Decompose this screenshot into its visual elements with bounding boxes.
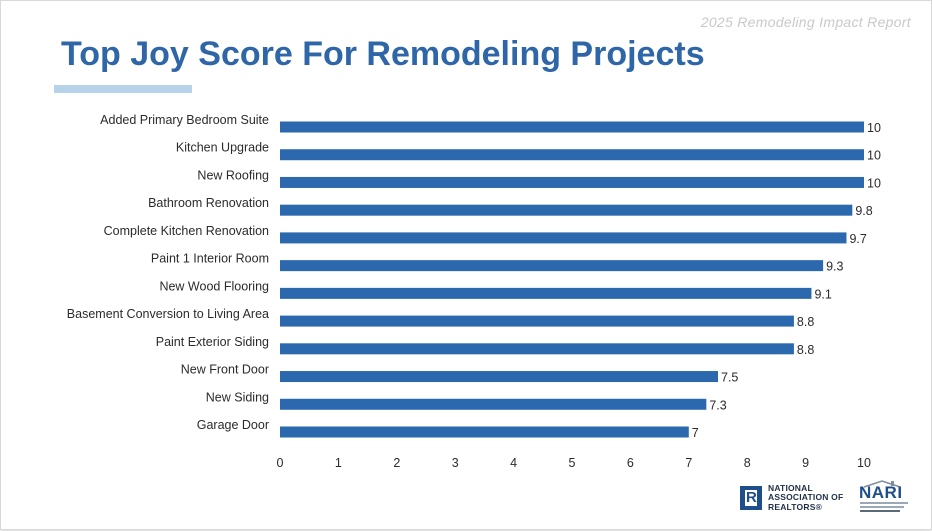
bar: [280, 260, 824, 272]
data-label: 7.3: [709, 398, 726, 412]
bar: [280, 176, 864, 188]
x-tick-label: 5: [569, 456, 576, 470]
data-label: 9.7: [849, 232, 866, 246]
data-label: 9.1: [814, 287, 831, 301]
category-label: New Siding: [206, 390, 269, 404]
category-label: New Wood Flooring: [159, 279, 269, 293]
nar-logo: NATIONAL ASSOCIATION OF REALTORS®: [740, 482, 844, 513]
category-label: Added Primary Bedroom Suite: [100, 113, 269, 127]
category-label: Kitchen Upgrade: [176, 141, 269, 155]
data-label: 10: [867, 121, 881, 135]
bar: [280, 315, 794, 327]
data-label: 8.8: [797, 343, 814, 357]
nar-logo-line: NATIONAL: [768, 482, 813, 493]
bar: [280, 121, 864, 133]
bar: [280, 204, 853, 216]
data-label: 10: [867, 176, 881, 190]
x-tick-label: 1: [335, 456, 342, 470]
bar: [280, 287, 812, 299]
x-tick-label: 7: [685, 456, 692, 470]
data-label: 7: [692, 426, 699, 440]
nar-logo-line: ASSOCIATION OF: [768, 492, 844, 503]
x-tick-label: 2: [393, 456, 400, 470]
x-tick-label: 4: [510, 456, 517, 470]
bar: [280, 232, 847, 244]
category-label: New Roofing: [197, 168, 269, 182]
nari-logo: NARI: [853, 479, 909, 517]
nar-logo-text: NATIONAL ASSOCIATION OF REALTORS®: [768, 482, 844, 513]
category-label: Bathroom Renovation: [148, 196, 269, 210]
data-label: 8.8: [797, 315, 814, 329]
report-title: 2025 Remodeling Impact Report: [700, 14, 911, 30]
nar-logo-line: REALTORS®: [768, 501, 823, 512]
x-tick-label: 0: [277, 456, 284, 470]
nari-logo-subtext: [860, 506, 904, 508]
nari-roof-icon: [863, 480, 901, 488]
x-tick-label: 9: [802, 456, 809, 470]
nari-logo-word: NARI: [859, 483, 903, 502]
bar: [280, 343, 794, 355]
page-title: Top Joy Score For Remodeling Projects: [61, 35, 705, 73]
data-label: 9.3: [826, 260, 843, 274]
data-label: 9.8: [855, 204, 872, 218]
x-tick-label: 6: [627, 456, 634, 470]
category-label: Complete Kitchen Renovation: [104, 224, 269, 238]
x-tick-label: 10: [857, 456, 871, 470]
data-label: 10: [867, 149, 881, 163]
bar: [280, 371, 718, 383]
data-label: 7.5: [721, 371, 738, 385]
category-label: Paint Exterior Siding: [156, 335, 269, 349]
category-label: Paint 1 Interior Room: [151, 252, 269, 266]
nari-logo-subtext: [860, 502, 908, 504]
category-label: New Front Door: [181, 363, 269, 377]
x-tick-label: 3: [452, 456, 459, 470]
realtor-r-icon: [740, 486, 762, 510]
bar: [280, 398, 707, 410]
bar: [280, 149, 864, 161]
bar: [280, 426, 689, 438]
category-label: Garage Door: [197, 418, 269, 432]
title-underline: [54, 85, 192, 93]
x-tick-label: 8: [744, 456, 751, 470]
category-label: Basement Conversion to Living Area: [67, 307, 269, 321]
nari-logo-tagline: [860, 510, 900, 512]
